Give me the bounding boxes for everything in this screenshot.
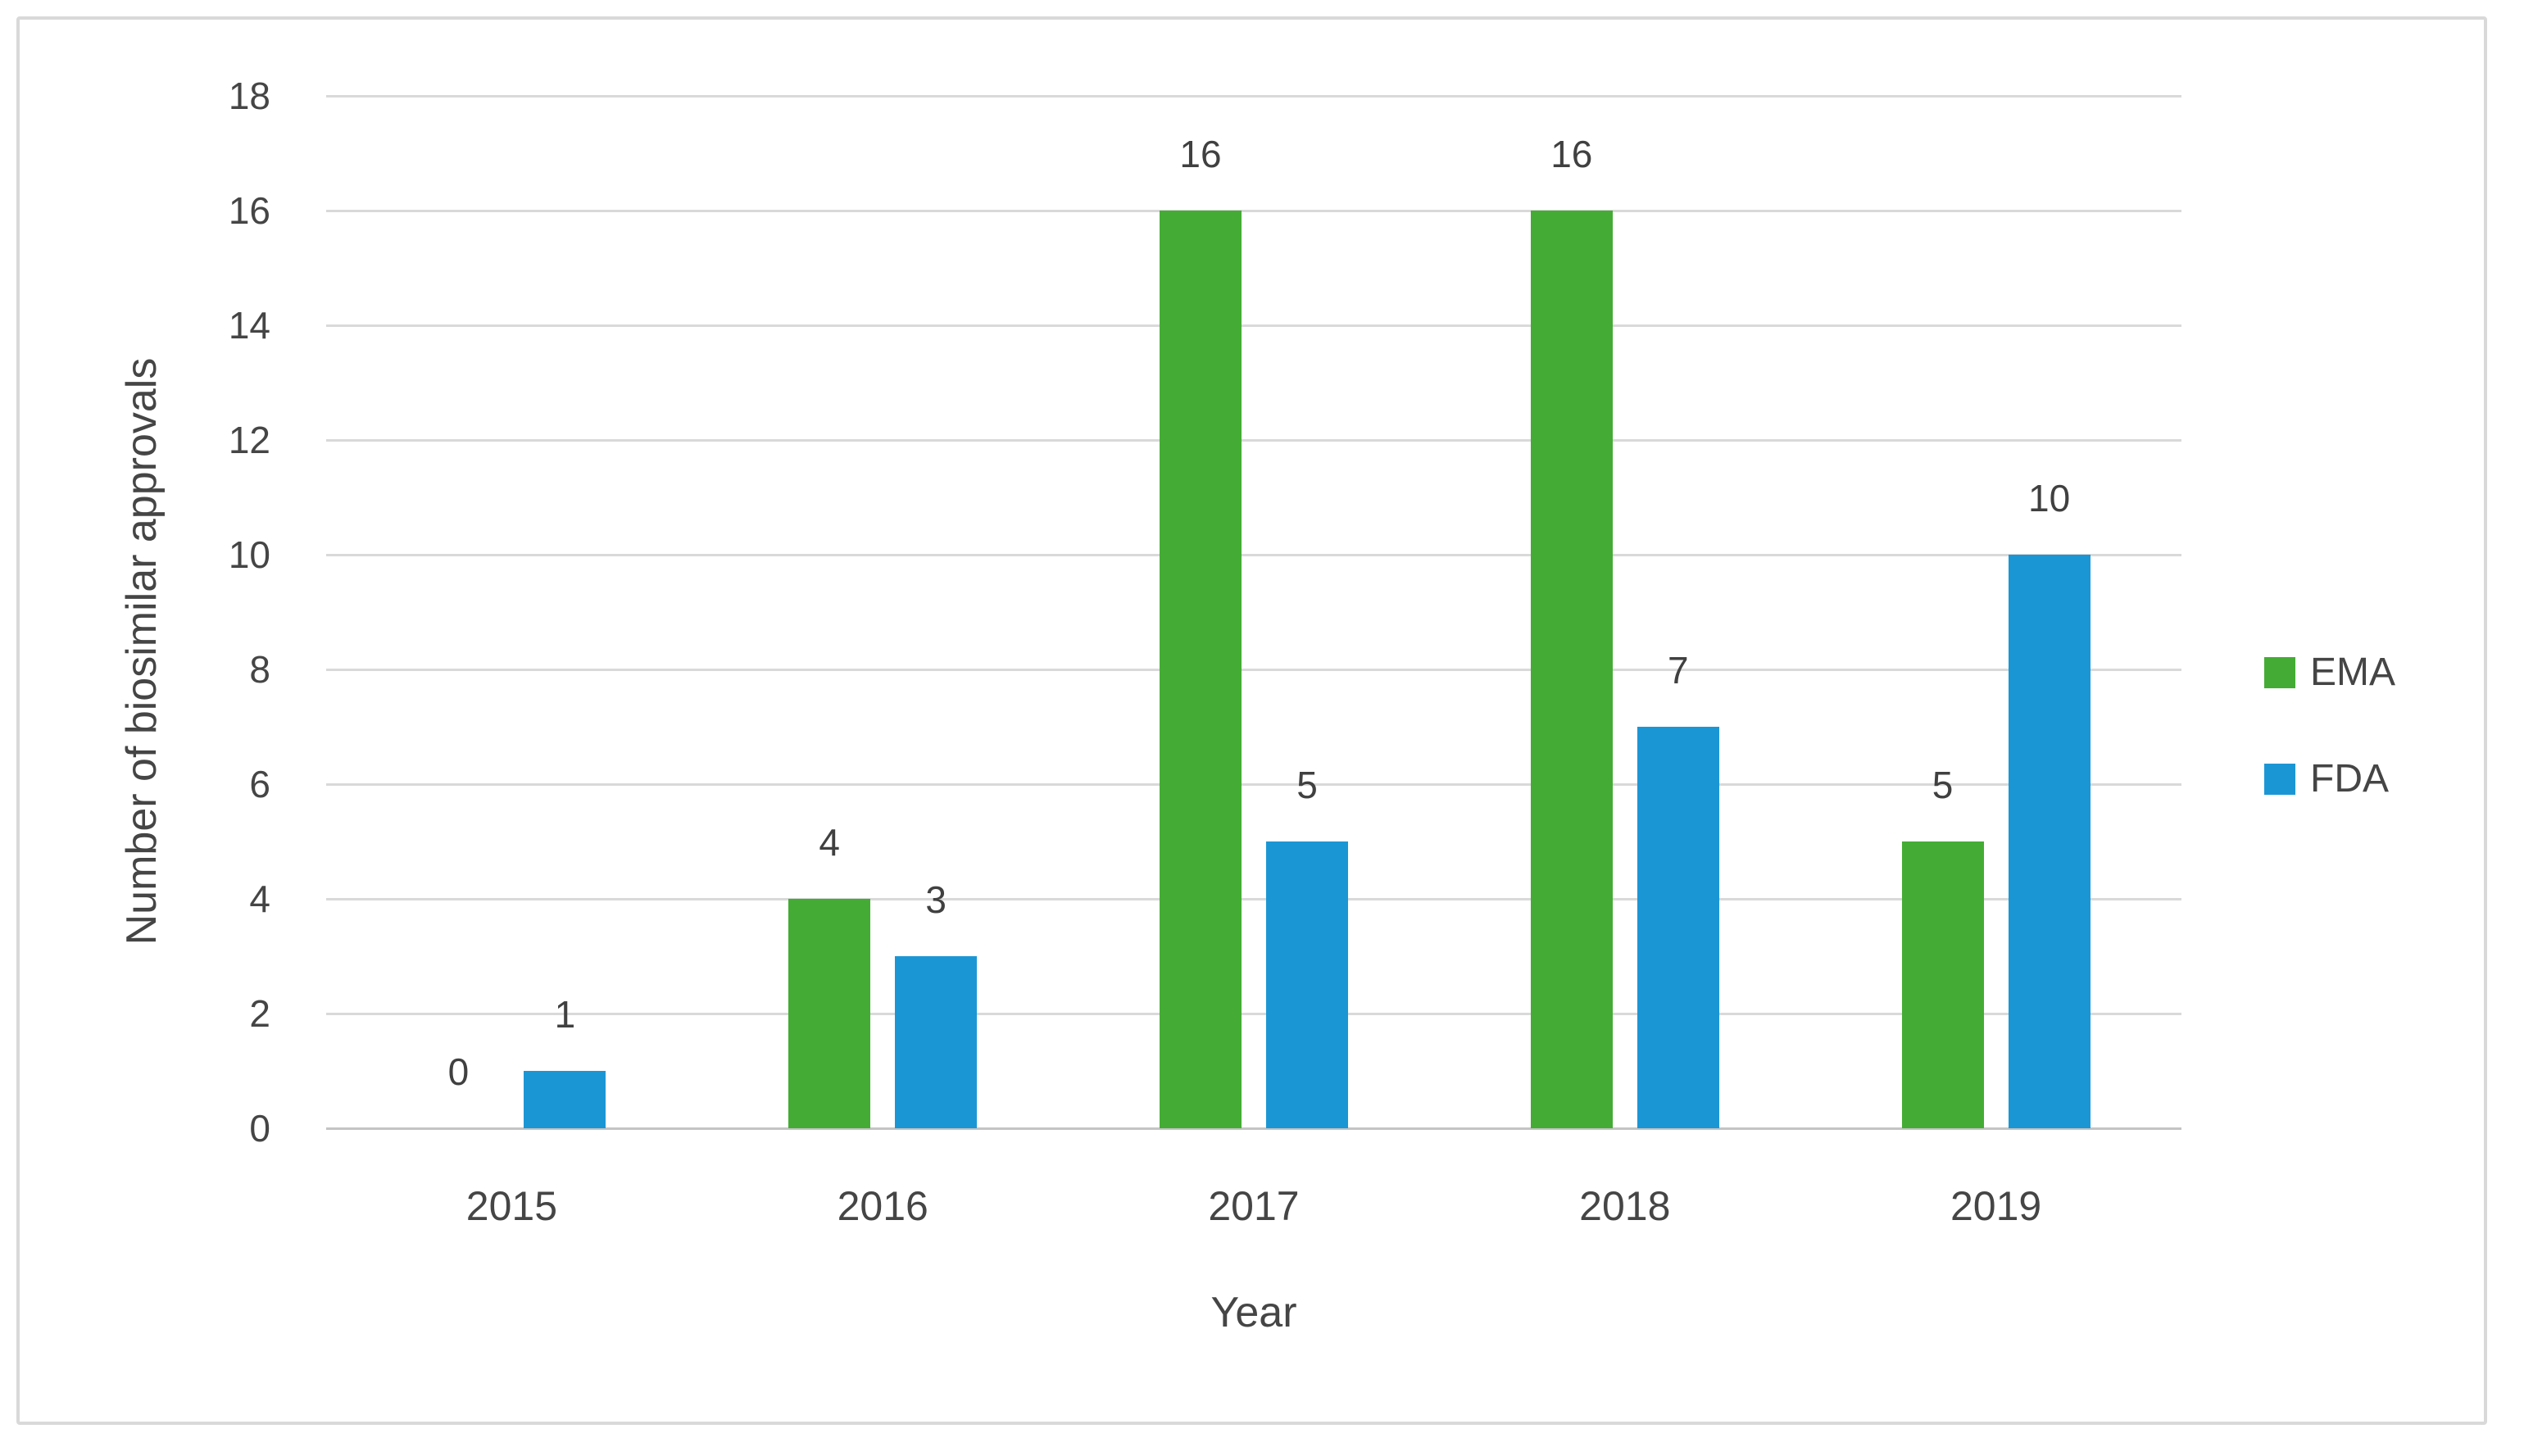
gridline (326, 553, 2181, 556)
bar-value-label: 1 (554, 993, 576, 1036)
legend-label-fda: FDA (2310, 757, 2389, 801)
bar-cell: 16 (1159, 133, 1242, 1128)
y-tick-label: 18 (228, 75, 270, 117)
bar-cell: 1 (524, 996, 606, 1128)
x-tick-label: 2015 (465, 1183, 558, 1229)
y-tick-label: 10 (228, 533, 270, 576)
bar-fda-2017 (1265, 841, 1348, 1128)
legend-item-fda: FDA (2264, 760, 2395, 799)
bar-cell: 3 (895, 878, 978, 1128)
legend-label-ema: EMA (2310, 651, 2396, 694)
ema-swatch-icon (2264, 657, 2295, 688)
y-tick-label: 4 (249, 878, 270, 920)
gridline (326, 897, 2181, 900)
bar-value-label: 16 (1550, 133, 1593, 175)
bar-value-label: 3 (925, 878, 946, 921)
bar-ema-2018 (1530, 211, 1613, 1128)
bar-fda-2016 (895, 956, 978, 1128)
bar-groups: 0 1 4 3 16 5 16 7 5 10 (326, 96, 2181, 1128)
bar-cell: 10 (2008, 477, 2090, 1128)
bar-ema-2016 (788, 899, 871, 1128)
legend: EMA FDA (2264, 653, 2395, 799)
y-tick-label: 8 (249, 648, 270, 691)
bar-cell: 5 (1901, 764, 1984, 1128)
gridline (326, 94, 2181, 98)
y-tick-label: 2 (249, 992, 270, 1035)
bar-fda-2019 (2008, 555, 2090, 1128)
bar-group-2019: 5 10 (1810, 96, 2181, 1128)
bar-value-label: 5 (1296, 764, 1318, 806)
y-axis-ticks: 0 2 4 6 8 10 12 14 16 18 (0, 75, 270, 1150)
y-tick-label: 0 (249, 1107, 270, 1150)
bar-cell: 16 (1530, 133, 1613, 1128)
bar-value-label: 7 (1667, 649, 1689, 692)
bar-cell: 4 (788, 821, 871, 1128)
bar-group-2018: 16 7 (1439, 96, 1810, 1128)
x-axis-ticks: 2015 2016 2017 2018 2019 (326, 1184, 2181, 1229)
bar-group-2017: 16 5 (1069, 96, 1440, 1128)
bar-cell: 7 (1637, 651, 1719, 1128)
gridline (326, 209, 2181, 212)
gridline (326, 668, 2181, 671)
bar-value-label: 4 (819, 821, 840, 864)
x-tick-label: 2017 (1208, 1183, 1300, 1229)
bar-fda-2015 (524, 1071, 606, 1128)
x-axis-title: Year (1210, 1289, 1297, 1336)
gridline (326, 324, 2181, 327)
y-tick-label: 14 (228, 304, 270, 347)
x-tick-label: 2016 (837, 1183, 928, 1229)
bar-ema-2019 (1901, 841, 1984, 1128)
gridline (326, 1012, 2181, 1015)
y-tick-label: 6 (249, 763, 270, 805)
y-tick-label: 12 (228, 419, 270, 461)
x-tick-label: 2018 (1579, 1183, 1671, 1229)
x-tick-label: 2019 (1950, 1183, 2042, 1229)
gridlines (326, 94, 2181, 1130)
bar-value-label: 16 (1179, 133, 1222, 175)
bar-value-label: 5 (1932, 764, 1954, 806)
bar-ema-2017 (1159, 211, 1242, 1128)
gridline (326, 438, 2181, 442)
bar-cell: 5 (1265, 764, 1348, 1128)
bar-cell: 0 (417, 1053, 499, 1128)
figure-border (16, 16, 2487, 1425)
bar-value-label: 0 (447, 1050, 470, 1093)
y-tick-label: 16 (228, 189, 270, 232)
legend-item-ema: EMA (2264, 653, 2395, 692)
fda-swatch-icon (2264, 764, 2295, 795)
plot-area: 0 1 4 3 16 5 16 7 5 10 (326, 94, 2181, 1130)
bar-value-label: 10 (2027, 477, 2071, 519)
x-axis-line (326, 1127, 2181, 1130)
gridline (326, 782, 2181, 786)
bar-fda-2018 (1637, 727, 1719, 1128)
